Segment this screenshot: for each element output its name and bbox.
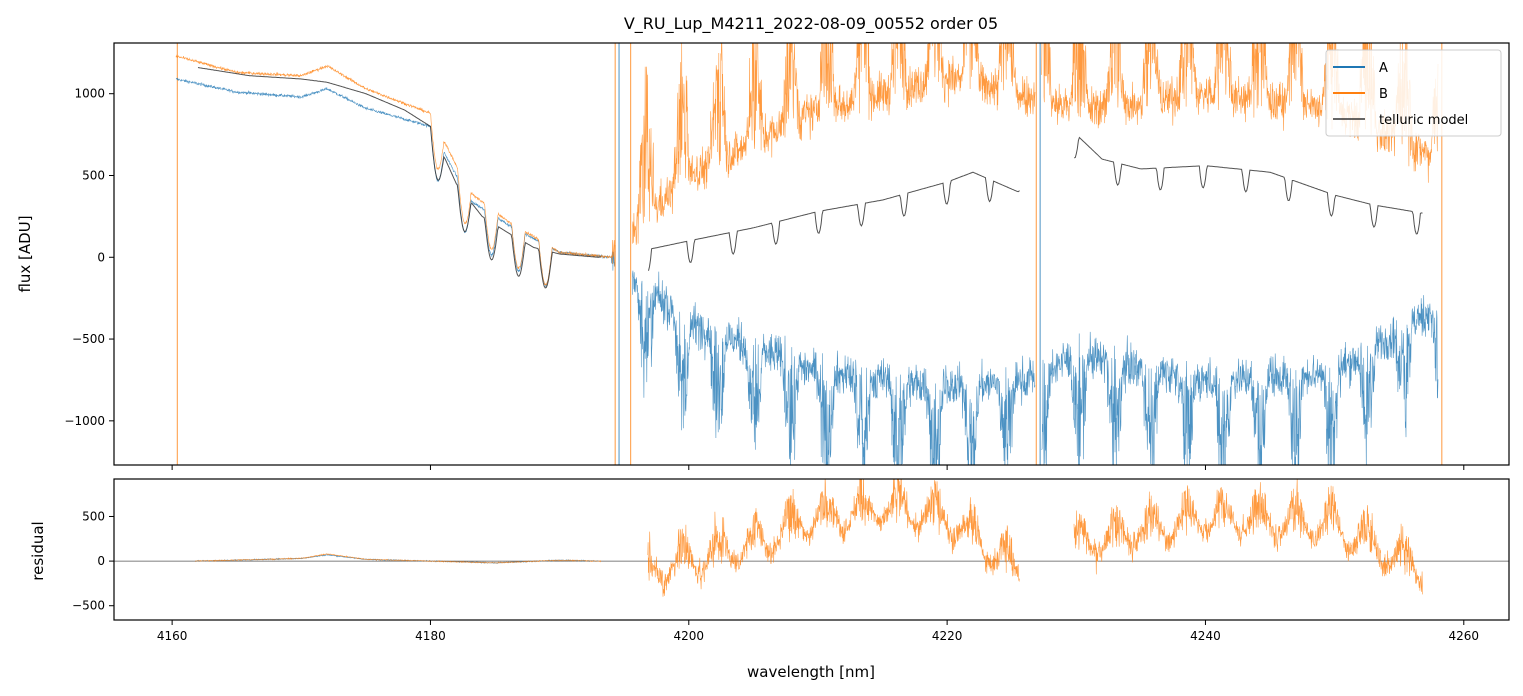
bot-x-tick-label: 4160 (157, 629, 188, 643)
legend-label-telluric: telluric model (1379, 113, 1468, 128)
legend-label-a: A (1379, 61, 1388, 76)
x-axis-label: wavelength [nm] (747, 663, 875, 681)
bot-y-tick-label: 0 (97, 554, 105, 568)
top-series-a (175, 77, 1439, 465)
top-panel: 1000 500 0 −500 −1000 flux [ADU] A B telluri… (16, 42, 1510, 470)
bot-series-a (195, 554, 599, 565)
legend-label-b: B (1379, 87, 1388, 102)
top-y-tick-label: −500 (72, 332, 105, 346)
legend: A B telluric model (1325, 49, 1502, 137)
bot-series-b (195, 479, 1423, 597)
top-series-telluric-model (197, 67, 1423, 289)
legend-box (1325, 49, 1502, 137)
bottom-y-axis-label: residual (29, 521, 47, 580)
top-y-tick-label: 500 (82, 168, 105, 182)
top-axes-frame (113, 42, 1510, 466)
bottom-panel: 500 0 −500 4160 4180 4200 4220 4240 4260 residu… (29, 478, 1510, 681)
top-y-axis-label: flux [ADU] (16, 215, 34, 292)
bot-y-tick-label: 500 (82, 509, 105, 523)
bot-x-tick-label: 4220 (932, 629, 963, 643)
top-y-tick-label: 0 (97, 250, 105, 264)
chart-title: V_RU_Lup_M4211_2022-08-09_00552 order 05 (624, 14, 998, 34)
top-y-tick-label: −1000 (64, 414, 105, 428)
bot-x-tick-label: 4240 (1190, 629, 1221, 643)
top-y-tick-label: 1000 (74, 87, 105, 101)
bot-y-tick-label: −500 (72, 599, 105, 613)
bot-x-tick-label: 4180 (415, 629, 446, 643)
bot-x-tick-label: 4260 (1449, 629, 1480, 643)
bot-x-tick-label: 4200 (674, 629, 705, 643)
bottom-axes-frame (113, 478, 1510, 621)
